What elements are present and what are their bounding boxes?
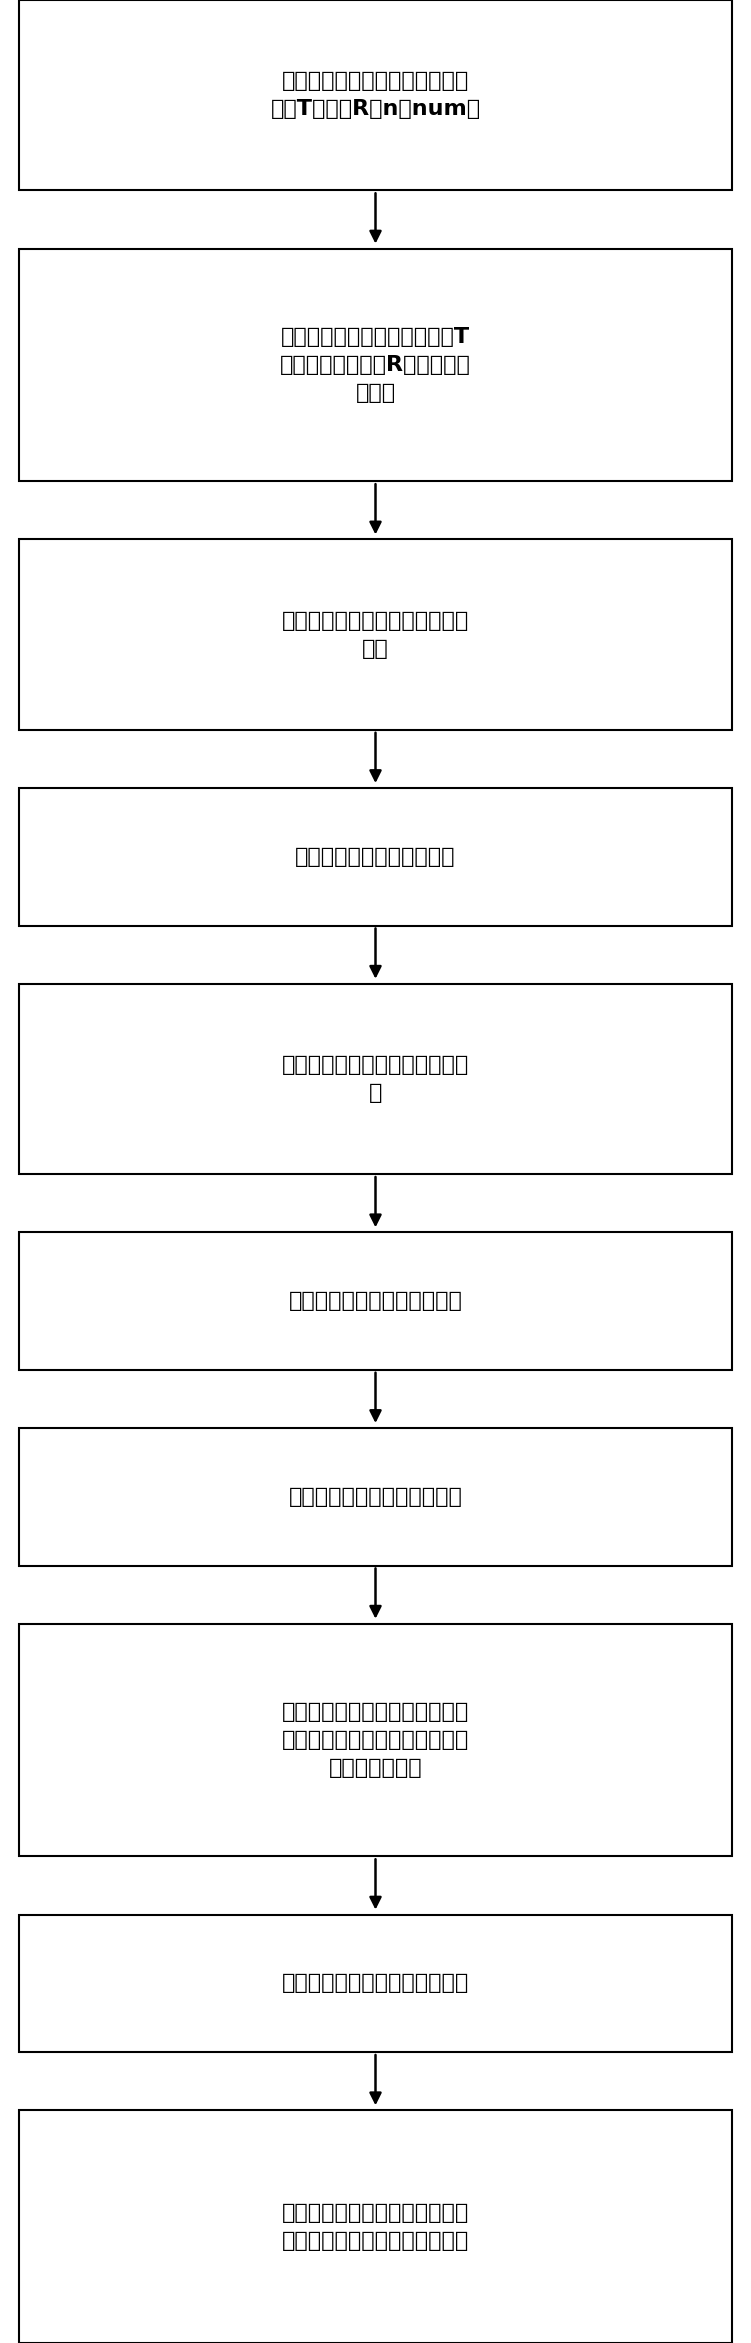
Text: 计算各分系统的研制周期因子: 计算各分系统的研制周期因子 xyxy=(288,1488,463,1507)
Bar xyxy=(19,248,732,480)
Bar xyxy=(19,1232,732,1371)
Bar xyxy=(19,0,732,190)
Text: 计算各分系统的在轨保证能力因
子: 计算各分系统的在轨保证能力因 子 xyxy=(282,1054,469,1104)
Text: 将分系统的故障率换算成可靠度: 将分系统的故障率换算成可靠度 xyxy=(282,1973,469,1994)
Bar xyxy=(19,2111,732,2343)
Bar xyxy=(19,1427,732,1565)
Bar xyxy=(19,787,732,925)
Text: 计算各分系统的任务时间因子: 计算各分系统的任务时间因子 xyxy=(288,1291,463,1312)
Text: 将用户对卫星的任务时间要求T
整星和可靠度要求R换算成系统
故障率: 将用户对卫星的任务时间要求T 整星和可靠度要求R换算成系统 故障率 xyxy=(280,328,471,403)
Text: 计算各分系统的继承度因子: 计算各分系统的继承度因子 xyxy=(295,846,456,867)
Text: 计算各分系统的分配系数，将系
统故障率分配给每个分系统，得
到分系统故障率: 计算各分系统的分配系数，将系 统故障率分配给每个分系统，得 到分系统故障率 xyxy=(282,1701,469,1778)
Bar xyxy=(19,1624,732,1856)
Bar xyxy=(19,1914,732,2052)
Text: 将对分系统的可靠度要求通过任
务书或技术要求下发给各分系统: 将对分系统的可靠度要求通过任 务书或技术要求下发给各分系统 xyxy=(282,2202,469,2252)
Text: 确定分配必需的各参数的数值，
包括T整星、R、n、num等: 确定分配必需的各参数的数值， 包括T整星、R、n、num等 xyxy=(270,70,481,119)
Bar xyxy=(19,539,732,731)
Bar xyxy=(19,984,732,1174)
Text: 计算各分系统之间的相对复杂度
因子: 计算各分系统之间的相对复杂度 因子 xyxy=(282,612,469,658)
